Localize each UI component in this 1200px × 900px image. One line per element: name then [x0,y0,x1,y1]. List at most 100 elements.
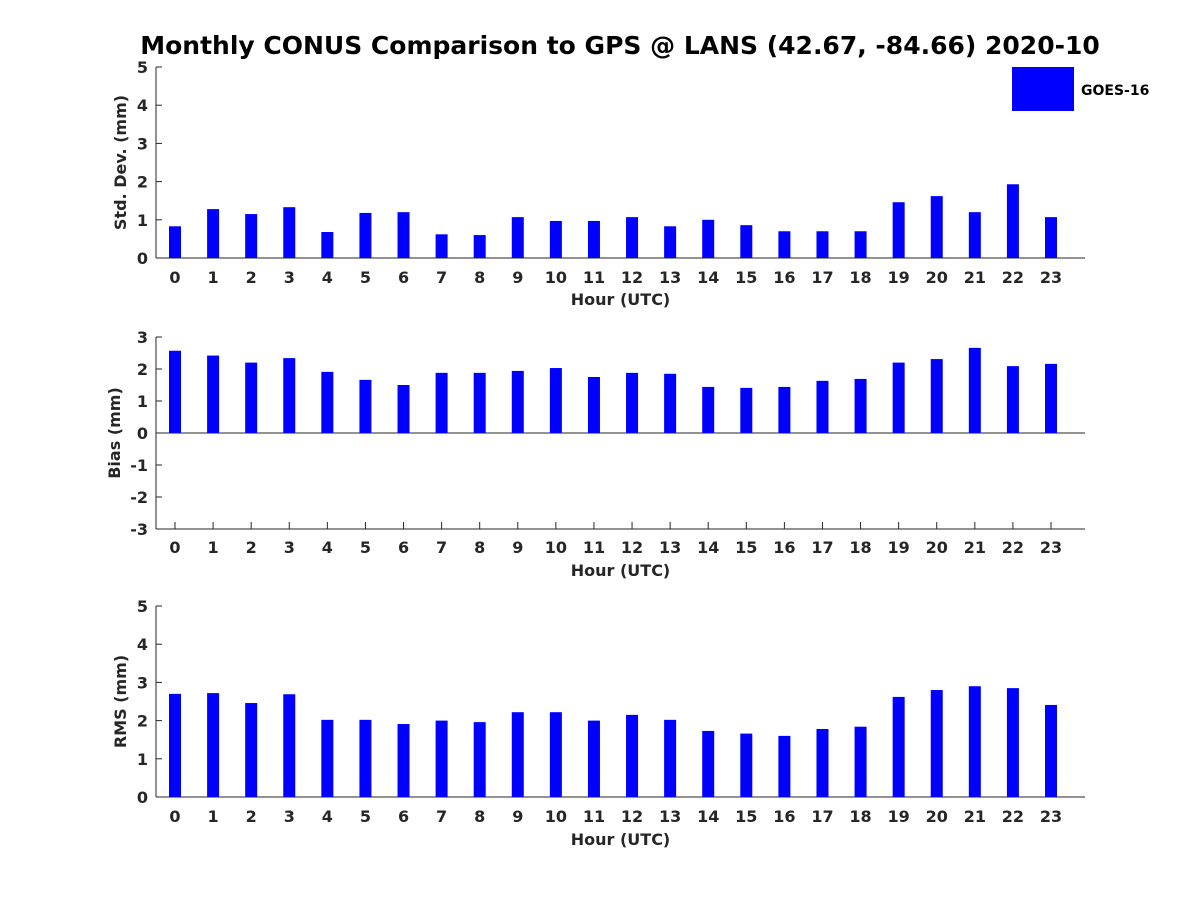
rms-bar-13 [664,719,677,797]
std-dev-x-tick-label: 4 [322,268,333,287]
bias-x-tick-label: 16 [773,538,795,557]
rms-y-tick-label: 5 [137,597,148,616]
std-dev-y-axis-label: Std. Dev. (mm) [111,95,130,230]
rms-x-tick-label: 6 [398,807,409,826]
legend-label: GOES-16 [1081,83,1149,99]
rms-bar-15 [740,733,753,797]
bias-bar-23 [1045,363,1057,433]
std-dev-x-tick-label: 22 [1002,268,1024,287]
rms-x-tick-label: 1 [208,807,219,826]
legend: GOES-16 [1012,67,1149,111]
std-dev-x-tick-label: 8 [474,268,485,287]
rms-x-tick-label: 18 [849,807,871,826]
bias-bar-22 [1006,366,1019,433]
rms-bar-22 [1006,688,1019,797]
bias-bar-2 [245,362,258,433]
bias-bar-13 [664,373,677,433]
std-dev-x-tick-label: 1 [208,268,219,287]
std-dev-bar-12 [626,217,639,258]
rms-x-tick-label: 19 [888,807,910,826]
bias-bar-3 [283,358,296,433]
std-dev-x-tick-label: 6 [398,268,409,287]
std-dev-x-tick-label: 10 [545,268,567,287]
rms-x-tick-label: 10 [545,807,567,826]
bias-x-tick-label: 19 [888,538,910,557]
rms-y-tick-label: 3 [137,673,148,692]
rms-bar-18 [854,726,867,797]
std-dev-x-tick-label: 7 [436,268,447,287]
std-dev-x-tick-label: 0 [169,268,180,287]
rms-x-tick-label: 4 [322,807,333,826]
rms-x-tick-label: 23 [1040,807,1062,826]
std-dev-x-tick-label: 15 [735,268,757,287]
bias-x-tick-label: 3 [284,538,295,557]
rms-bar-16 [778,735,791,797]
rms-y-tick-label: 2 [137,712,148,731]
rms-bar-7 [435,720,448,797]
bias-x-tick-label: 11 [583,538,605,557]
bias-x-tick-label: 21 [964,538,986,557]
rms-x-tick-label: 20 [926,807,948,826]
rms-bar-14 [702,730,715,797]
bias-x-tick-label: 10 [545,538,567,557]
bias-bar-5 [359,379,372,433]
rms-bar-4 [321,719,334,797]
rms-x-tick-label: 15 [735,807,757,826]
std-dev-bar-11 [587,220,600,258]
rms-bar-10 [549,712,562,797]
rms-x-axis-label: Hour (UTC) [571,830,671,849]
std-dev-bar-13 [664,226,677,258]
std-dev-y-tick-label: 2 [137,173,148,192]
bias-x-tick-label: 17 [811,538,833,557]
std-dev-bar-15 [740,225,753,258]
bias-bar-6 [397,385,410,433]
std-dev-bar-19 [892,202,905,258]
std-dev-bar-1 [207,209,220,258]
std-dev-x-tick-label: 12 [621,268,643,287]
std-dev-bar-4 [321,232,334,258]
std-dev-x-tick-label: 21 [964,268,986,287]
bias-bar-12 [626,372,639,433]
std-dev-bar-10 [549,220,562,258]
rms-x-tick-label: 5 [360,807,371,826]
bias-x-tick-label: 4 [322,538,333,557]
std-dev-x-axis-label: Hour (UTC) [571,290,671,309]
rms-x-tick-label: 21 [964,807,986,826]
std-dev-bar-16 [778,231,791,258]
rms-bar-6 [397,724,410,797]
bias-bar-0 [169,350,181,433]
std-dev-x-tick-label: 20 [926,268,948,287]
std-dev-bar-9 [511,217,524,258]
bias-x-tick-label: 6 [398,538,409,557]
std-dev-x-tick-label: 11 [583,268,605,287]
bias-x-axis-label: Hour (UTC) [571,561,671,580]
bias-y-tick-label: 2 [137,360,148,379]
std-dev-y-tick-label: 3 [137,134,148,153]
rms-y-tick-label: 4 [137,635,148,654]
bias-x-tick-label: 14 [697,538,719,557]
std-dev-x-tick-label: 9 [512,268,523,287]
bias-bar-19 [892,362,905,433]
rms-bar-2 [245,703,258,797]
bias-bar-8 [473,372,486,433]
bias-x-tick-label: 18 [849,538,871,557]
bias-x-tick-label: 1 [208,538,219,557]
rms-x-tick-label: 22 [1002,807,1024,826]
std-dev-x-tick-label: 3 [284,268,295,287]
std-dev-bar-18 [854,231,867,258]
bias-bar-17 [816,380,829,433]
bias-y-axis-label: Bias (mm) [105,387,124,479]
bias-bar-20 [930,359,943,433]
std-dev-x-tick-label: 16 [773,268,795,287]
rms-x-tick-label: 8 [474,807,485,826]
rms-bar-17 [816,729,829,797]
bias-y-tick-label: -2 [130,488,148,507]
bias-x-tick-label: 20 [926,538,948,557]
std-dev-bar-23 [1045,217,1057,258]
rms-bar-8 [473,722,486,797]
bias-bar-9 [511,370,524,433]
rms-bar-23 [1045,704,1057,797]
rms-bar-12 [626,714,639,797]
rms-x-tick-label: 16 [773,807,795,826]
